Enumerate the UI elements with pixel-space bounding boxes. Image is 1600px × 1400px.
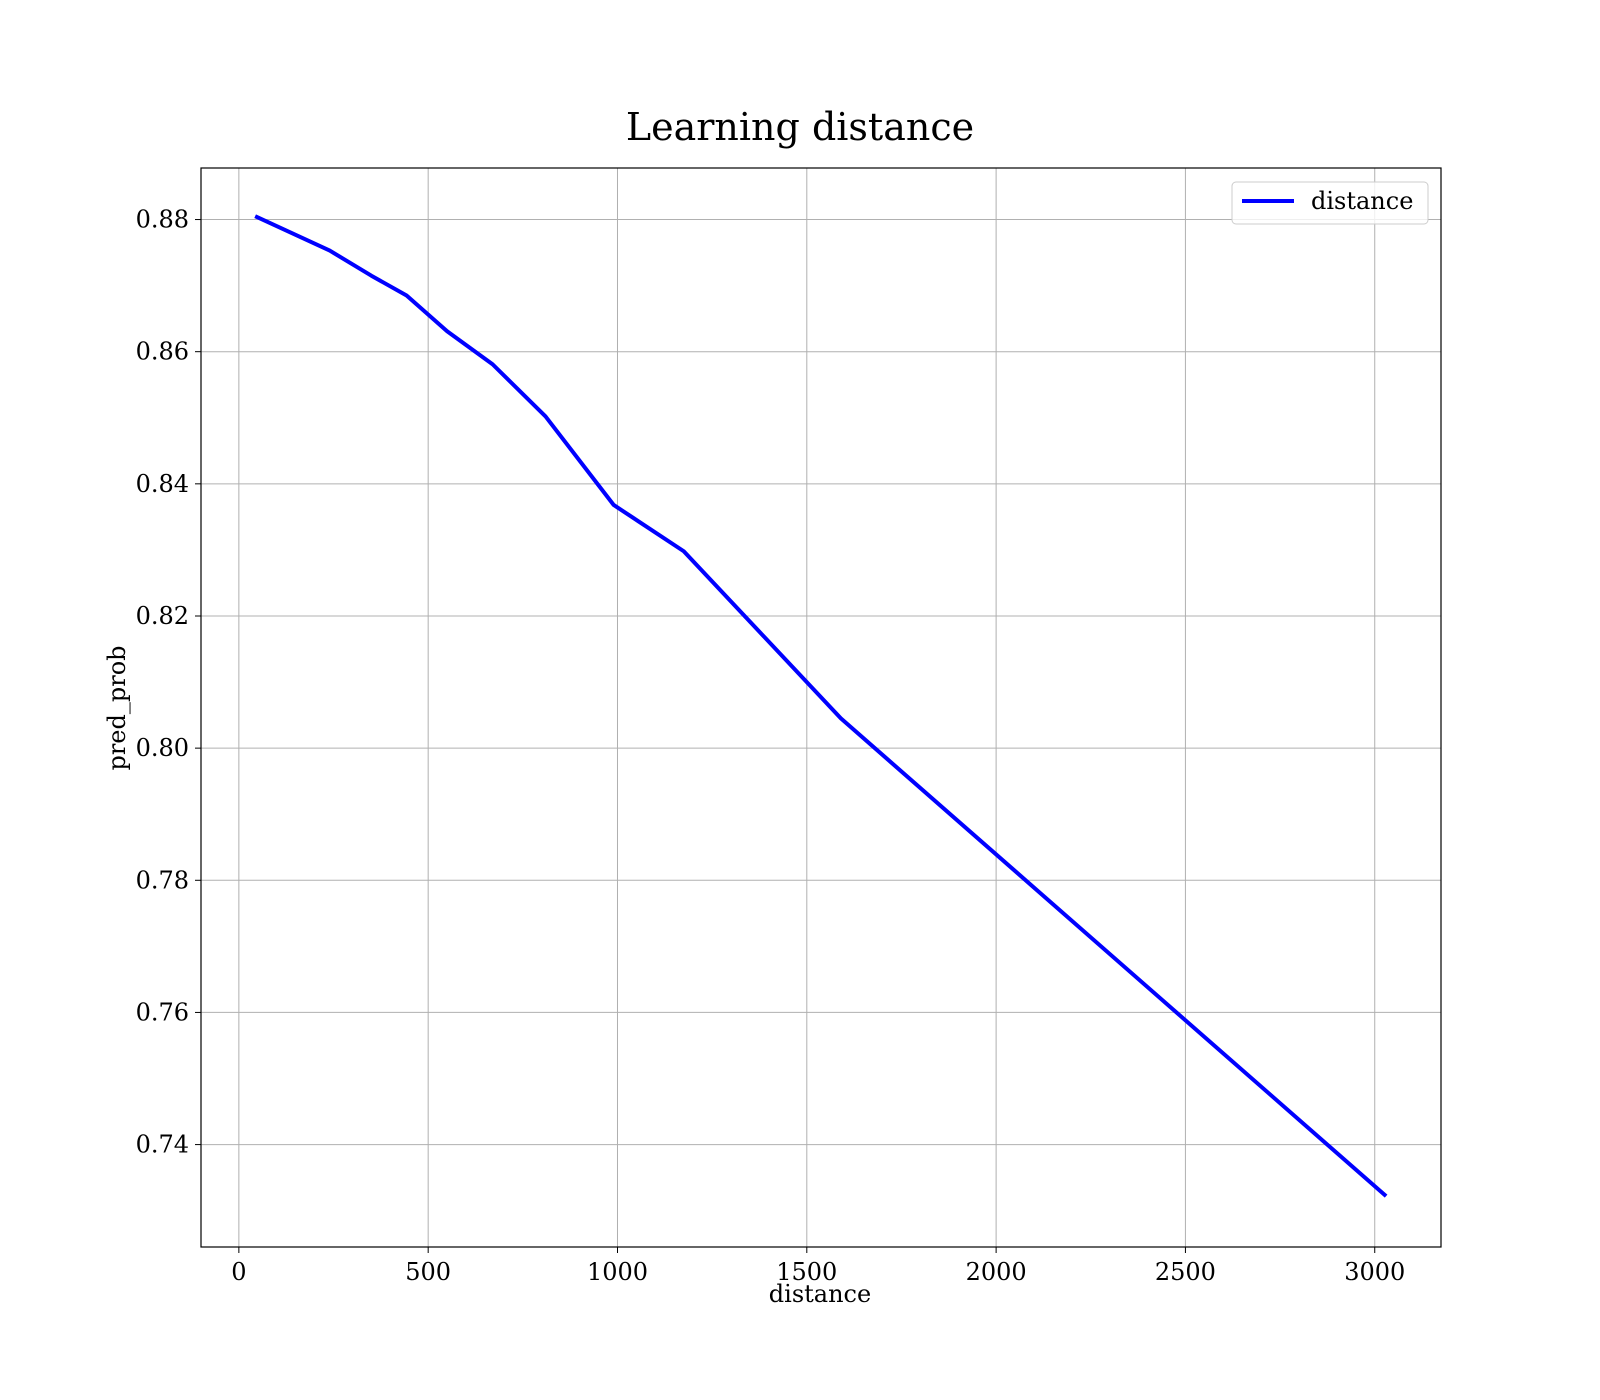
y-tick-label: 0.88 — [136, 206, 189, 234]
y-tick-label: 0.82 — [136, 602, 189, 630]
x-tick-label: 2000 — [966, 1258, 1027, 1286]
legend: distance — [1231, 181, 1429, 225]
x-tick-label: 1000 — [587, 1258, 648, 1286]
chart-title: Learning distance — [626, 105, 974, 149]
x-tick-label: 2500 — [1155, 1258, 1216, 1286]
grid-lines — [201, 168, 1441, 1247]
x-axis-label: distance — [769, 1280, 871, 1308]
y-tick-label: 0.76 — [136, 998, 189, 1026]
y-tick-label: 0.86 — [136, 338, 189, 366]
y-axis-label: pred_prob — [103, 645, 131, 770]
series-line-distance — [254, 214, 1388, 1198]
y-tick-label: 0.84 — [136, 470, 189, 498]
legend-box — [1231, 181, 1429, 225]
y-tick-label: 0.78 — [136, 866, 189, 894]
y-tick-label: 0.74 — [136, 1131, 189, 1159]
plot-frame — [200, 167, 1442, 1248]
x-tick-label: 500 — [405, 1258, 451, 1286]
x-tick-label: 1500 — [776, 1258, 837, 1286]
x-tick-label: 0 — [231, 1258, 246, 1286]
legend-label-distance: distance — [1311, 187, 1413, 215]
series-layer — [254, 214, 1388, 1198]
x-tick-label: 3000 — [1344, 1258, 1405, 1286]
y-tick-label: 0.80 — [136, 734, 189, 762]
axis-ticks: 0 500 1000 1500 2000 2500 3000 0.74 0.76 0.78 0.80… — [136, 206, 1406, 1286]
